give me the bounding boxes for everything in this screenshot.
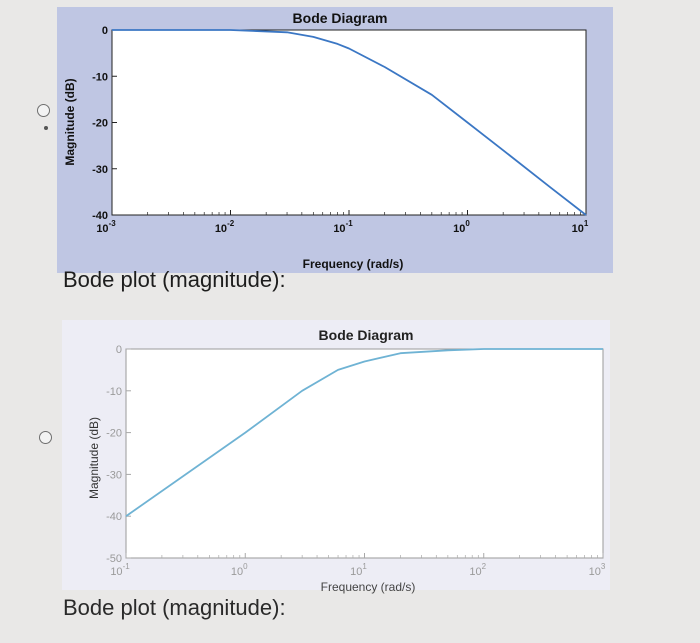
y-tick-label: -10 [92,71,108,83]
magnitude-line [125,348,603,517]
plot-area [125,348,604,559]
y-tick-label: -20 [106,428,122,440]
radio-button-option-2[interactable] [39,431,52,444]
x-tick-label: 101 [350,562,367,578]
y-tick-label: -20 [92,118,108,130]
y-tick-label: -50 [106,553,122,565]
answer-option-1: Bode Diagram Magnitude (dB) Frequency (r… [0,0,700,300]
x-axis-label: Frequency (rad/s) [303,257,404,271]
x-tick-label: 100 [453,219,470,235]
x-axis-label: Frequency (rad/s) [321,580,416,594]
chart-title: Bode Diagram [293,10,388,26]
bullet-dot-icon [44,126,48,130]
y-tick-label: -30 [106,469,122,481]
magnitude-line [112,29,587,216]
bode-chart-2: Bode Diagram Magnitude (dB) Frequency (r… [62,320,610,594]
answer-option-2: Bode Diagram Magnitude (dB) Frequency (r… [0,305,700,643]
option-caption: Bode plot (magnitude): [63,595,286,620]
y-tick-label: -30 [92,164,108,176]
x-tick-label: 100 [231,562,248,578]
y-tick-label: -40 [106,511,122,523]
x-tick-label: 10-1 [110,562,130,578]
plot-area [111,29,587,216]
x-tick-label: 102 [469,562,486,578]
bode-chart-1: Bode Diagram Magnitude (dB) Frequency (r… [57,7,613,273]
x-tick-label: 10-2 [215,219,235,235]
x-tick-label: 101 [572,219,589,235]
y-tick-label: -10 [106,386,122,398]
y-tick-label: -40 [92,210,108,222]
radio-button-option-1[interactable] [37,104,50,117]
y-axis-label: Magnitude (dB) [63,78,77,165]
x-tick-label: 10-3 [96,219,116,235]
x-tick-label: 10-1 [333,219,353,235]
y-axis-label: Magnitude (dB) [87,417,101,499]
y-tick-label: 0 [102,25,108,37]
x-tick-label: 103 [589,562,606,578]
y-tick-label: 0 [116,344,122,356]
chart-title: Bode Diagram [319,327,414,343]
option-caption: Bode plot (magnitude): [63,267,286,292]
